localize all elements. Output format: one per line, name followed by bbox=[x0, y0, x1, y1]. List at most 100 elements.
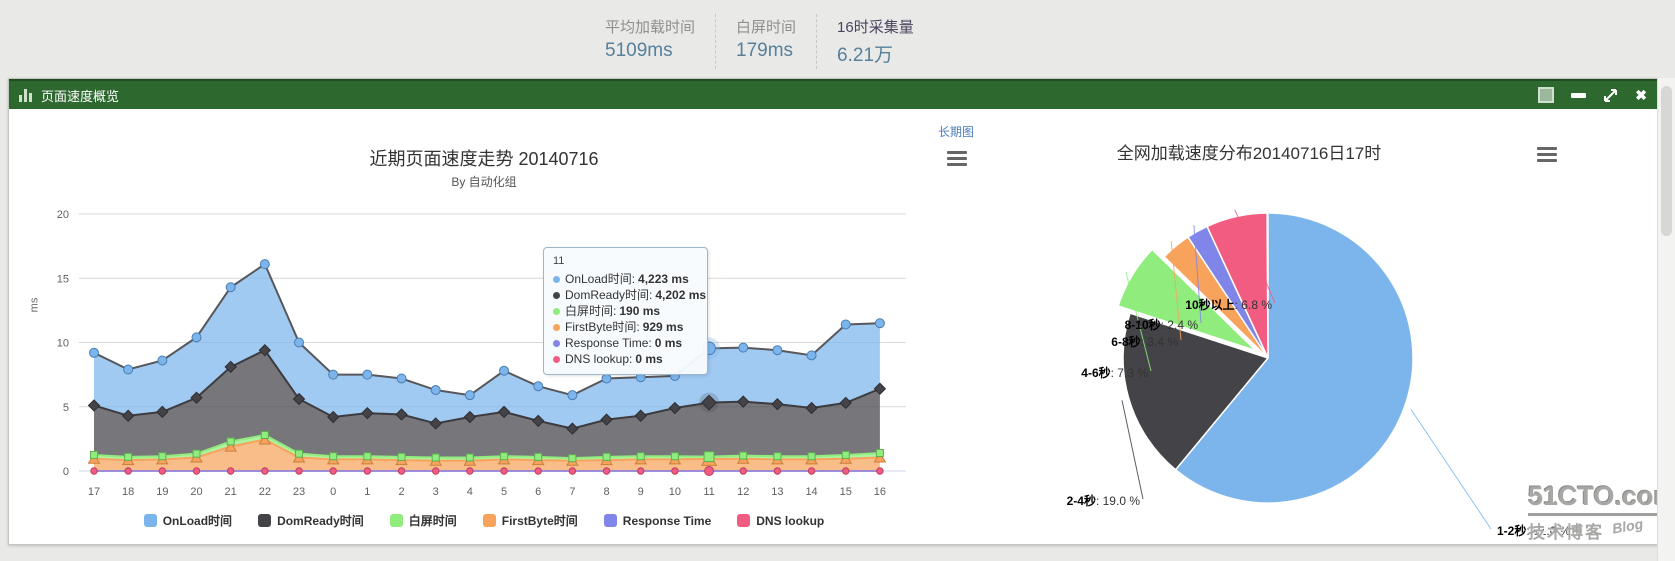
pie-chart-svg[interactable] bbox=[959, 109, 1659, 544]
pie-slice-10秒以上[interactable] bbox=[1206, 212, 1269, 359]
trend-chart-title: 近期页面速度走势 20140716 bbox=[369, 149, 599, 169]
fullscreen-icon[interactable] bbox=[1603, 88, 1618, 103]
svg-text:0: 0 bbox=[63, 466, 69, 478]
legend-item-Response Time[interactable]: Response Time bbox=[603, 513, 712, 528]
page-scrollbar[interactable] bbox=[1657, 78, 1675, 561]
long-term-chart-link[interactable]: 长期图 bbox=[938, 125, 975, 139]
svg-text:2: 2 bbox=[398, 486, 404, 498]
close-icon[interactable]: ✖ bbox=[1635, 87, 1647, 103]
pie-label-2-4秒: 2-4秒: 19.0 % bbox=[1066, 494, 1140, 508]
pie-chart-menu-icon[interactable] bbox=[1537, 147, 1557, 162]
legend-swatch-icon bbox=[389, 514, 403, 527]
svg-text:1: 1 bbox=[364, 486, 370, 498]
panel-controls: ✖ bbox=[1521, 87, 1647, 103]
tooltip-row: DomReady时间: 4,202 ms bbox=[553, 287, 706, 303]
tooltip-row: 白屏时间: 190 ms bbox=[553, 303, 698, 319]
series-dot-icon bbox=[553, 339, 560, 347]
svg-text:20: 20 bbox=[190, 486, 202, 498]
stat-value: 6.21万 bbox=[837, 45, 894, 66]
legend-item-DomReady时间[interactable]: DomReady时间 bbox=[258, 512, 364, 529]
legend-swatch-icon bbox=[143, 514, 157, 527]
legend-label: DNS lookup bbox=[756, 513, 825, 528]
svg-text:15: 15 bbox=[57, 273, 69, 285]
stat-value: 5109ms bbox=[605, 40, 673, 61]
pie-chart-title: 全网加载速度分布20140716日17时 bbox=[1116, 144, 1382, 163]
pie-slice-4-6秒[interactable] bbox=[1117, 248, 1257, 352]
svg-text:18: 18 bbox=[122, 486, 134, 498]
svg-text:9: 9 bbox=[638, 486, 644, 498]
svg-text:22: 22 bbox=[259, 486, 271, 498]
svg-text:7: 7 bbox=[569, 486, 575, 498]
area-OnLoad时间 bbox=[94, 264, 880, 429]
trend-chart-menu-icon[interactable] bbox=[947, 151, 967, 166]
line-FirstByte时间 bbox=[93, 438, 880, 462]
svg-text:14: 14 bbox=[805, 486, 817, 498]
minimize-icon[interactable] bbox=[1571, 92, 1587, 98]
legend-label: 白屏时间 bbox=[408, 514, 457, 528]
stat-value: 179ms bbox=[736, 40, 794, 61]
pie-label-8-10秒: 8-10秒: 2.4 % bbox=[1124, 318, 1198, 332]
legend-label: FirstByte时间 bbox=[501, 514, 578, 528]
svg-text:10: 10 bbox=[669, 486, 681, 498]
trend-chart-subtitle: By 自动化组 bbox=[451, 175, 517, 189]
svg-text:12: 12 bbox=[737, 486, 749, 498]
tooltip-row: FirstByte时间: 929 ms bbox=[553, 319, 698, 335]
watermark: 51CTO.com 技术博客 Blog bbox=[1528, 481, 1675, 543]
panel-body: 长期图 近期页面速度走势 20140716 By 自动化组 全网加载速度分布20… bbox=[9, 109, 1675, 544]
line-白屏时间 bbox=[93, 433, 880, 460]
pie-label-1-2秒: 1-2秒: 61.0 % bbox=[1497, 524, 1571, 538]
tooltip-row: OnLoad时间: 4,223 ms bbox=[553, 271, 698, 287]
legend-item-DNS lookup[interactable]: DNS lookup bbox=[737, 514, 824, 528]
series-dot-icon bbox=[553, 291, 560, 299]
svg-text:3: 3 bbox=[433, 486, 439, 498]
svg-text:21: 21 bbox=[225, 486, 237, 498]
legend-item-FirstByte时间[interactable]: FirstByte时间 bbox=[482, 512, 578, 529]
stat-label: 白屏时间 bbox=[736, 19, 797, 36]
panel-header: 页面速度概览 ✖ bbox=[9, 79, 1657, 109]
bar-chart-icon bbox=[19, 88, 34, 102]
line-OnLoad时间 bbox=[93, 262, 880, 397]
svg-text:16: 16 bbox=[874, 486, 886, 498]
legend-swatch-icon bbox=[482, 514, 496, 527]
svg-text:4: 4 bbox=[467, 486, 473, 498]
series-dot-icon bbox=[553, 307, 560, 315]
pie-slice-1-2秒[interactable] bbox=[1174, 212, 1414, 504]
series-dot-icon bbox=[553, 355, 560, 363]
stat-avg-load-time: 平均加载时间 5109ms bbox=[585, 14, 715, 69]
pie-label-4-6秒: 4-6秒: 7.3 % bbox=[1081, 366, 1148, 380]
series-dot-icon bbox=[553, 275, 560, 283]
svg-text:19: 19 bbox=[156, 486, 168, 498]
tooltip-header: 11 bbox=[553, 255, 565, 267]
svg-text:8: 8 bbox=[603, 486, 609, 498]
svg-text:5: 5 bbox=[63, 402, 69, 414]
header-stats: 平均加载时间 5109ms 白屏时间 179ms 16时采集量 6.21万 bbox=[585, 14, 934, 69]
series-dot-icon bbox=[553, 323, 560, 331]
panel-color-swatch[interactable] bbox=[1538, 87, 1555, 103]
svg-text:6: 6 bbox=[535, 486, 541, 498]
legend-item-OnLoad时间[interactable]: OnLoad时间 bbox=[143, 512, 232, 529]
scrollbar-thumb[interactable] bbox=[1661, 86, 1672, 236]
svg-text:15: 15 bbox=[840, 486, 852, 498]
legend-item-白屏时间[interactable]: 白屏时间 bbox=[389, 512, 457, 529]
svg-text:5: 5 bbox=[501, 486, 507, 498]
page-speed-panel: 页面速度概览 ✖ 长期图 近期页面速度走势 20140716 By 自动化组 全… bbox=[8, 78, 1675, 545]
watermark-blog: Blog bbox=[1610, 515, 1645, 537]
watermark-logo: 51CTO.com bbox=[1528, 481, 1675, 516]
legend-swatch-icon bbox=[737, 514, 751, 527]
watermark-cn: 技术博客 bbox=[1528, 523, 1604, 542]
stat-label: 16时采集量 bbox=[837, 19, 914, 36]
legend-label: DomReady时间 bbox=[277, 514, 364, 528]
stat-label: 平均加载时间 bbox=[605, 19, 696, 36]
svg-text:23: 23 bbox=[293, 486, 305, 498]
svg-text:10: 10 bbox=[57, 338, 69, 350]
panel-title: 页面速度概览 bbox=[41, 88, 120, 104]
legend-label: Response Time bbox=[622, 513, 712, 528]
svg-text:11: 11 bbox=[703, 486, 714, 498]
trend-chart-legend: OnLoad时间 DomReady时间 白屏时间 FirstByte时间 Respons… bbox=[34, 512, 934, 532]
svg-text:17: 17 bbox=[88, 486, 100, 498]
area-DomReady时间 bbox=[94, 350, 880, 459]
stat-sample-count: 16时采集量 6.21万 bbox=[816, 14, 934, 69]
pie-slice-2-4秒[interactable] bbox=[1122, 312, 1270, 471]
pie-label-10秒以上: 10秒以上: 6.8 % bbox=[1185, 298, 1272, 312]
